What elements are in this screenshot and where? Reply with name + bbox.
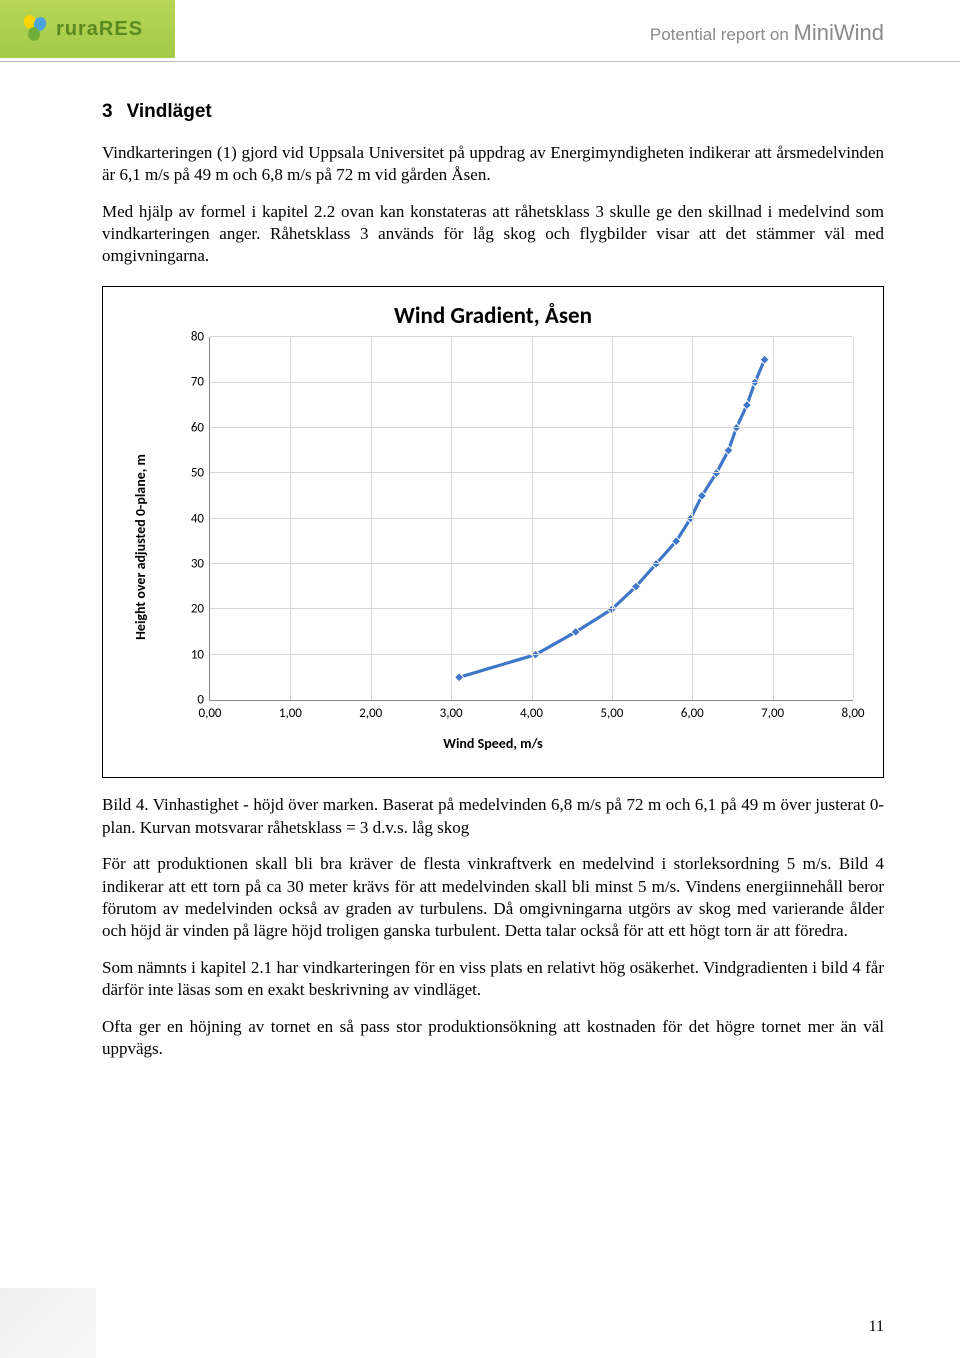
paragraph-4: Som nämnts i kapitel 2.1 har vindkarteri…: [102, 957, 884, 1002]
header-separator: [0, 61, 960, 62]
chart-xtick: 3,00: [440, 705, 463, 722]
section-heading: 3 Vindläget: [102, 92, 884, 126]
chart-xtick: 8,00: [841, 705, 864, 722]
body-content: 3 Vindläget Vindkarteringen (1) gjord vid…: [0, 62, 960, 1061]
chart-xtick: 4,00: [520, 705, 543, 722]
section-number: 3: [102, 101, 113, 122]
chart-ylabel: Height over adjusted 0-plane, m: [132, 454, 150, 640]
header-right: Potential report on MiniWind: [650, 20, 884, 46]
page-number: 11: [869, 1318, 884, 1336]
chart-plot-area: 0,001,002,003,004,005,006,007,008,000102…: [209, 337, 853, 701]
chart-ytick: 70: [180, 374, 204, 391]
chart-ytick: 60: [180, 419, 204, 436]
chart-xtick: 5,00: [600, 705, 623, 722]
logo-text: ruraRES: [56, 18, 143, 41]
chart-ytick: 20: [180, 601, 204, 618]
chart-ytick: 80: [180, 329, 204, 346]
chart-ytick: 0: [180, 692, 204, 709]
footer-decoration: [0, 1288, 96, 1358]
chart-box: Height over adjusted 0-plane, m Wind Spe…: [123, 337, 863, 757]
logo-leaves-icon: [22, 14, 48, 44]
paragraph-1: Vindkarteringen (1) gjord vid Uppsala Un…: [102, 142, 884, 187]
chart-xtick: 6,00: [681, 705, 704, 722]
page-header: ruraRES Potential report on MiniWind: [0, 0, 960, 62]
paragraph-2: Med hjälp av formel i kapitel 2.2 ovan k…: [102, 201, 884, 268]
chart-title: Wind Gradient, Åsen: [123, 301, 863, 331]
header-right-brand: MiniWind: [794, 20, 884, 45]
chart-xtick: 2,00: [359, 705, 382, 722]
header-right-prefix: Potential report on: [650, 25, 794, 44]
paragraph-5: Ofta ger en höjning av tornet en så pass…: [102, 1016, 884, 1061]
chart-xlabel: Wind Speed, m/s: [443, 735, 542, 753]
chart-xtick: 7,00: [761, 705, 784, 722]
figure-caption: Bild 4. Vinhastighet - höjd över marken.…: [102, 794, 884, 839]
chart-ytick: 10: [180, 646, 204, 663]
chart-xtick: 1,00: [279, 705, 302, 722]
document-page: ruraRES Potential report on MiniWind 3 Vi…: [0, 0, 960, 1358]
chart-ytick: 30: [180, 556, 204, 573]
paragraph-3: För att produktionen skall bli bra kräve…: [102, 853, 884, 943]
logo: ruraRES: [22, 14, 143, 44]
chart-ytick: 40: [180, 510, 204, 527]
section-title: Vindläget: [127, 101, 212, 122]
chart-ytick: 50: [180, 465, 204, 482]
chart-container: Wind Gradient, Åsen Height over adjusted…: [102, 286, 884, 778]
